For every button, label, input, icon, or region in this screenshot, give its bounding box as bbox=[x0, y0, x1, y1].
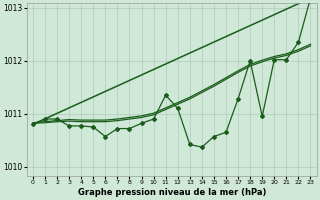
X-axis label: Graphe pression niveau de la mer (hPa): Graphe pression niveau de la mer (hPa) bbox=[77, 188, 266, 197]
